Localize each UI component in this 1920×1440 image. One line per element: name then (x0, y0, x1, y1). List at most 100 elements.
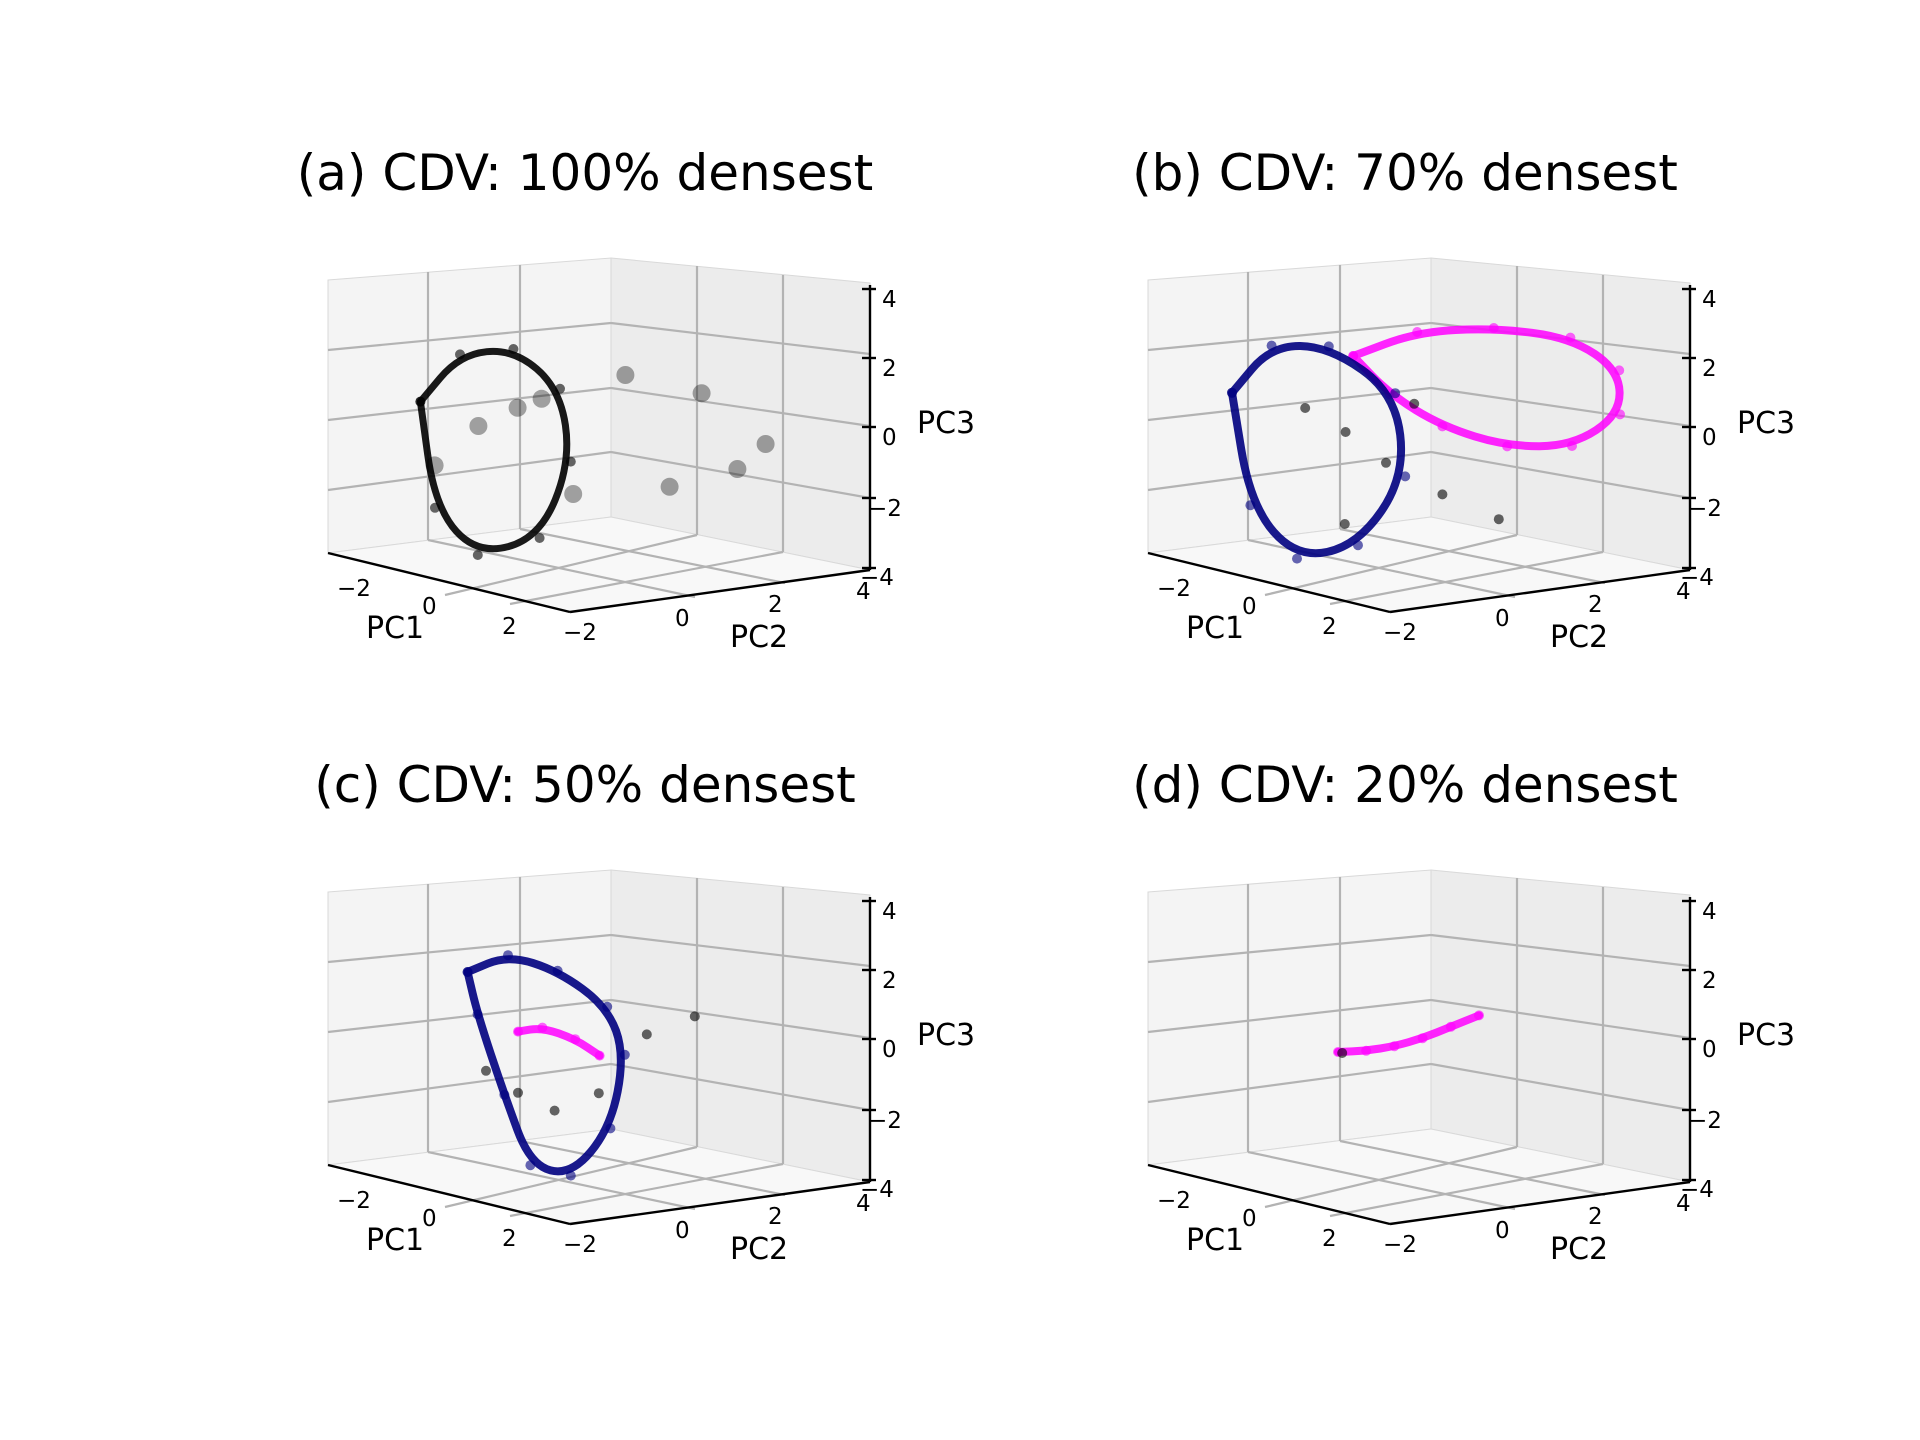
y-tick-label: −2 (1383, 620, 1417, 646)
data-point (692, 384, 711, 403)
z-tick-label: −2 (1688, 1108, 1722, 1134)
z-tick-label: −2 (868, 1108, 902, 1134)
pane-right (1430, 257, 1691, 571)
data-point (503, 950, 513, 961)
data-point (513, 1087, 523, 1098)
data-point (430, 502, 440, 513)
pane-right (610, 257, 871, 571)
data-point (619, 1049, 630, 1060)
data-point (462, 967, 473, 977)
y-axis-label: PC2 (730, 620, 788, 655)
x-tick-label: 0 (1242, 1206, 1257, 1232)
x-axis (327, 551, 571, 614)
panel-title: (c) CDV: 50% densest (314, 756, 855, 814)
y-tick-label: 2 (1588, 592, 1603, 618)
data-point (1409, 398, 1420, 409)
data-point (472, 1009, 483, 1020)
pane-left (327, 869, 612, 1166)
x-axis-label: PC1 (366, 1223, 424, 1258)
z-tick-label: 2 (882, 968, 897, 994)
axes-box (327, 257, 872, 614)
data-point (756, 435, 775, 453)
data-point (555, 383, 565, 394)
y-axis (569, 568, 871, 614)
x-tick-label: −2 (1157, 1188, 1191, 1214)
y-tick-label: 2 (768, 592, 783, 618)
data-point (1502, 441, 1513, 452)
data-point (1390, 388, 1401, 399)
z-axis-label: PC3 (917, 406, 975, 441)
y-axis-label: PC2 (730, 1232, 788, 1267)
y-axis (1389, 568, 1691, 614)
data-point (593, 1088, 604, 1099)
data-point (1340, 427, 1351, 437)
panel-title: (d) CDV: 20% densest (1132, 756, 1678, 814)
data-point (1567, 441, 1577, 451)
data-point (1412, 327, 1423, 337)
x-tick-label: −2 (337, 576, 371, 602)
x-axis-label: PC1 (1186, 611, 1244, 646)
x-axis (327, 1163, 571, 1226)
plot-area (415, 344, 775, 560)
x-tick-label: 2 (502, 1226, 517, 1252)
data-point (1437, 489, 1448, 500)
data-point (660, 477, 679, 496)
y-ticks: −2 0 2 4 (563, 1191, 871, 1258)
y-axis-label: PC2 (1550, 1232, 1608, 1267)
data-point (570, 1034, 581, 1045)
data-point (534, 533, 545, 543)
data-point (1353, 540, 1363, 551)
x-axis (1147, 1163, 1391, 1226)
data-point (594, 1050, 605, 1061)
data-point (1615, 409, 1625, 420)
plot-area (1227, 323, 1625, 564)
z-ticks: 4 2 0 −2 −4 (1680, 899, 1722, 1203)
y-tick-label: 0 (675, 606, 690, 632)
data-point (508, 344, 519, 354)
data-point (1445, 1021, 1456, 1032)
data-point (1339, 519, 1350, 529)
z-ticks: 4 2 0 −2 −4 (1680, 287, 1722, 591)
z-tick-label: −4 (860, 1177, 894, 1203)
z-tick-label: −2 (868, 496, 902, 522)
y-tick-label: 0 (1495, 1218, 1510, 1244)
data-point (1323, 341, 1334, 352)
panel-d: (d) CDV: 20% densest (1132, 756, 1795, 1267)
z-tick-label: 0 (882, 1037, 897, 1063)
data-point (1381, 457, 1391, 468)
data-point (549, 1105, 560, 1116)
pane-left (1147, 869, 1432, 1166)
z-tick-label: 0 (1702, 425, 1717, 451)
z-tick-label: −4 (1680, 1177, 1714, 1203)
data-point (537, 1022, 548, 1033)
x-tick-label: 0 (422, 1206, 437, 1232)
data-point (1493, 514, 1504, 525)
data-point (1389, 1041, 1400, 1052)
data-point (1266, 340, 1277, 351)
data-point (605, 1123, 616, 1134)
y-ticks: −2 0 2 4 (563, 579, 871, 646)
data-point (641, 1029, 652, 1040)
data-point (1488, 323, 1499, 333)
axes-box (327, 869, 872, 1226)
data-point (1245, 500, 1256, 511)
plot-area (462, 950, 700, 1181)
y-axis (1389, 1180, 1691, 1226)
x-tick-label: 2 (1322, 614, 1337, 640)
plot-area (1333, 1010, 1484, 1058)
y-tick-label: 4 (1676, 579, 1691, 605)
x-ticks: −2 0 2 (337, 576, 517, 640)
data-point (499, 1089, 510, 1100)
x-axis-label: PC1 (366, 611, 424, 646)
data-point (472, 550, 483, 560)
y-tick-label: −2 (1383, 1232, 1417, 1258)
z-tick-label: 4 (1702, 287, 1717, 313)
data-point (415, 396, 426, 407)
data-point (564, 485, 583, 503)
x-tick-label: −2 (1157, 576, 1191, 602)
data-point (728, 460, 747, 478)
y-tick-label: 0 (1495, 606, 1510, 632)
series-line (416, 347, 571, 553)
x-tick-label: 2 (1322, 1226, 1337, 1252)
